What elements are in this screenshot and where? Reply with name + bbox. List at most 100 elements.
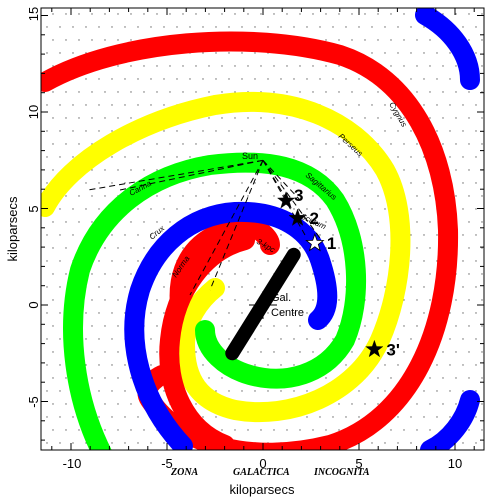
background-dot [117, 91, 119, 93]
background-dot [403, 143, 405, 145]
background-dot [377, 13, 379, 15]
background-dot [111, 312, 113, 314]
background-dot [371, 182, 373, 184]
background-dot [345, 26, 347, 28]
background-dot [156, 299, 158, 301]
background-dot [371, 286, 373, 288]
background-dot [85, 78, 87, 80]
background-dot [462, 208, 464, 210]
background-dot [228, 78, 230, 80]
background-dot [78, 39, 80, 41]
background-dot [137, 442, 139, 444]
background-dot [306, 78, 308, 80]
background-dot [397, 442, 399, 444]
background-dot [98, 338, 100, 340]
background-dot [358, 390, 360, 392]
x-tick-label: -10 [63, 456, 82, 471]
background-dot [156, 325, 158, 327]
background-dot [429, 429, 431, 431]
background-dot [98, 208, 100, 210]
background-dot [65, 143, 67, 145]
background-dot [59, 338, 61, 340]
background-dot [293, 130, 295, 132]
background-dot [345, 78, 347, 80]
background-dot [182, 195, 184, 197]
background-dot [462, 182, 464, 184]
background-dot [130, 377, 132, 379]
source-label-3prime: 3' [386, 340, 400, 359]
zone-label-zona: ZONA [170, 467, 199, 478]
background-dot [384, 286, 386, 288]
background-dot [410, 260, 412, 262]
background-dot [481, 65, 483, 67]
background-dot [59, 260, 61, 262]
zone-label-galactica: GALACTICA [233, 467, 290, 478]
background-dot [104, 247, 106, 249]
background-dot [65, 429, 67, 431]
background-dot [403, 65, 405, 67]
background-dot [176, 156, 178, 158]
background-dot [442, 91, 444, 93]
background-dot [423, 286, 425, 288]
background-dot [325, 91, 327, 93]
background-dot [312, 221, 314, 223]
background-dot [156, 351, 158, 353]
background-dot [52, 403, 54, 405]
background-dot [156, 195, 158, 197]
background-dot [397, 416, 399, 418]
background-dot [46, 416, 48, 418]
background-dot [429, 91, 431, 93]
background-dot [436, 78, 438, 80]
background-dot [358, 78, 360, 80]
background-dot [208, 195, 210, 197]
background-dot [150, 26, 152, 28]
background-dot [65, 377, 67, 379]
background-dot [455, 299, 457, 301]
background-dot [384, 234, 386, 236]
background-dot [254, 182, 256, 184]
background-dot [143, 143, 145, 145]
background-dot [429, 65, 431, 67]
background-dot [182, 13, 184, 15]
background-dot [423, 78, 425, 80]
background-dot [410, 78, 412, 80]
background-dot [137, 156, 139, 158]
background-dot [436, 52, 438, 54]
background-dot [403, 429, 405, 431]
background-dot [481, 403, 483, 405]
background-dot [481, 377, 483, 379]
background-dot [72, 156, 74, 158]
background-dot [384, 130, 386, 132]
background-dot [221, 91, 223, 93]
arm-crux-outer-top [415, 8, 480, 90]
background-dot [85, 26, 87, 28]
sightline [262, 159, 301, 201]
background-dot [195, 13, 197, 15]
background-dot [371, 260, 373, 262]
x-tick-label: -5 [161, 456, 173, 471]
background-dot [111, 364, 113, 366]
background-dot [429, 117, 431, 119]
background-dot [293, 208, 295, 210]
y-tick-label: 15 [26, 7, 41, 21]
background-dot [293, 182, 295, 184]
background-dot [455, 377, 457, 379]
background-dot [215, 390, 217, 392]
background-dot [299, 351, 301, 353]
background-dot [247, 429, 249, 431]
background-dot [130, 247, 132, 249]
background-dot [46, 104, 48, 106]
background-dot [338, 143, 340, 145]
background-dot [364, 91, 366, 93]
background-dot [130, 169, 132, 171]
background-dot [169, 221, 171, 223]
background-dot [449, 338, 451, 340]
background-dot [293, 26, 295, 28]
background-dot [306, 260, 308, 262]
background-dot [46, 182, 48, 184]
background-dot [475, 416, 477, 418]
background-dot [475, 156, 477, 158]
background-dot [46, 234, 48, 236]
background-dot [234, 13, 236, 15]
background-dot [332, 26, 334, 28]
